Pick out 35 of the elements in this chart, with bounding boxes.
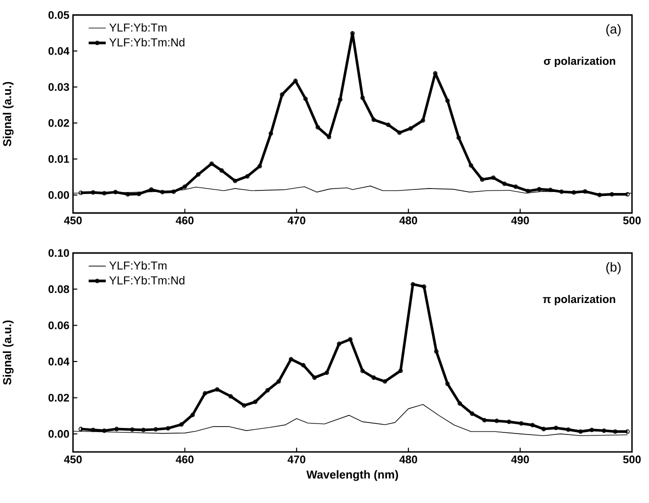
x-tick-label: 470: [288, 456, 306, 464]
annotation: π polarization: [542, 294, 616, 306]
y-tick-label: 0.10: [48, 249, 70, 257]
legend-label: YLF:Yb:Tm:Nd: [109, 38, 184, 46]
x-tick-label: 460: [176, 216, 194, 224]
y-tick-label: 0.02: [48, 119, 70, 127]
annotation: σ polarization: [544, 56, 616, 68]
y-tick-label: 0.00: [48, 191, 70, 199]
y-tick-label: 0.00: [48, 430, 70, 438]
y-tick-label: 0.08: [48, 285, 70, 294]
y-tick-label: 0.04: [48, 358, 70, 366]
legend-label: YLF:Yb:Tm:Nd: [109, 276, 184, 284]
x-tick-label: 490: [511, 456, 529, 464]
legend-label: YLF:Yb:Tm: [109, 261, 166, 270]
x-tick-label: 490: [511, 216, 529, 224]
y-tick-label: 0.06: [48, 321, 70, 330]
x-tick-label: 450: [64, 216, 82, 224]
x-tick-label: 470: [288, 216, 306, 224]
y-tick-label: 0.03: [48, 83, 70, 91]
x-tick-label: 460: [176, 456, 194, 464]
x-tick-label: 480: [399, 216, 418, 224]
y-tick-label: 0.02: [48, 394, 70, 402]
legend-label: YLF:Yb:Tm: [109, 23, 166, 32]
x-tick-label: 500: [623, 216, 641, 224]
annotation: (a): [606, 24, 621, 36]
y-axis-title: Signal (a.u.): [2, 82, 14, 146]
y-tick-label: 0.05: [48, 11, 70, 19]
x-tick-label: 450: [64, 456, 82, 464]
x-axis-title: Wavelength (nm): [306, 470, 398, 481]
annotation: (b): [606, 262, 621, 274]
y-tick-label: 0.04: [48, 47, 70, 55]
x-tick-label: 500: [623, 456, 641, 464]
x-tick-label: 480: [399, 456, 418, 464]
y-tick-label: 0.01: [48, 155, 70, 163]
y-axis-title: Signal (a.u.): [2, 320, 14, 385]
